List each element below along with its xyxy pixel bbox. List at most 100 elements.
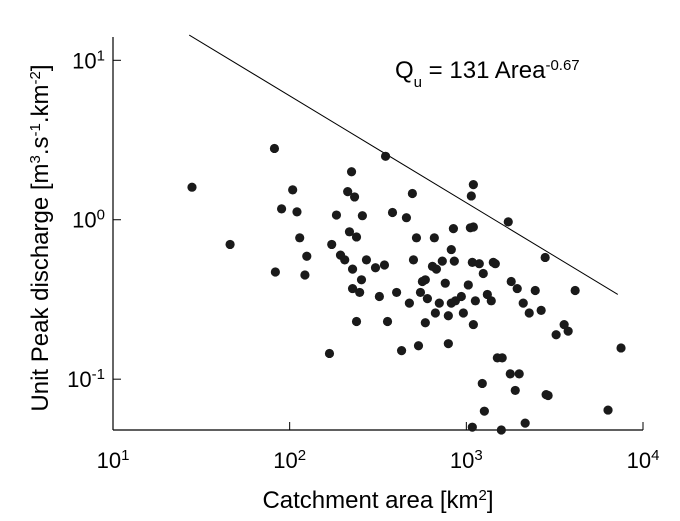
point <box>524 308 534 318</box>
point <box>477 378 487 389</box>
point <box>551 330 561 340</box>
point <box>514 369 524 379</box>
fit-line <box>188 34 619 295</box>
point <box>467 257 477 268</box>
tick-exponent: 3 <box>474 447 482 464</box>
point <box>422 294 432 304</box>
point <box>448 223 459 234</box>
tick-base: 10 <box>273 448 297 473</box>
point <box>616 343 626 353</box>
y-axis-label: Unit Peak discharge [m3.s-1.km-2] <box>27 64 55 411</box>
point <box>506 276 516 287</box>
point <box>530 285 540 296</box>
point <box>347 283 358 294</box>
point <box>392 287 402 298</box>
point <box>429 233 439 243</box>
point <box>603 405 613 415</box>
tick-exponent: 2 <box>298 447 306 464</box>
point <box>434 298 444 308</box>
text-part: Q <box>395 57 414 84</box>
tick-label: 102 <box>273 447 306 474</box>
point <box>187 182 197 192</box>
point <box>356 275 367 285</box>
equation-annotation: Qu = 131 Area-0.67 <box>395 57 580 91</box>
point <box>443 311 453 321</box>
point <box>324 348 335 359</box>
tick-label: 100 <box>72 206 105 233</box>
text-part: .km <box>27 84 54 123</box>
point <box>292 207 302 217</box>
point <box>351 316 362 327</box>
tick-base: 10 <box>627 448 651 473</box>
point <box>490 259 500 269</box>
point <box>437 256 447 266</box>
point <box>518 298 528 308</box>
point <box>468 319 478 330</box>
point <box>470 296 480 306</box>
point <box>370 263 381 273</box>
tick-label: 101 <box>97 447 130 474</box>
point <box>407 188 417 199</box>
point <box>404 298 414 308</box>
point <box>440 278 450 288</box>
point <box>340 255 350 265</box>
point <box>355 287 365 298</box>
point <box>387 207 398 218</box>
point <box>510 385 520 396</box>
point <box>361 255 372 265</box>
tick-label: 104 <box>627 447 660 474</box>
point <box>449 256 459 266</box>
tick-base: 10 <box>450 448 474 473</box>
point <box>503 217 513 227</box>
point <box>270 267 280 277</box>
point <box>300 270 310 280</box>
tick-label: 103 <box>450 447 483 474</box>
point <box>430 308 440 318</box>
point <box>269 143 280 154</box>
point <box>520 418 530 428</box>
point <box>431 264 442 274</box>
point <box>225 239 235 250</box>
point <box>446 244 456 255</box>
point <box>415 287 426 298</box>
point <box>343 187 353 197</box>
point <box>288 185 298 195</box>
point <box>420 318 430 328</box>
tick-exponent: 1 <box>121 447 129 464</box>
tick-base: 10 <box>72 208 96 233</box>
tick-base: 10 <box>67 367 91 392</box>
point <box>478 268 488 279</box>
tick-label: 10-1 <box>67 366 105 393</box>
text-part: -0.67 <box>545 57 579 74</box>
point <box>467 422 477 432</box>
x-axis-label: Catchment area [km2] <box>262 487 493 515</box>
point <box>496 425 506 435</box>
tick-base: 10 <box>72 48 96 73</box>
point <box>408 255 419 265</box>
point <box>479 406 489 416</box>
point <box>344 227 355 237</box>
point <box>347 264 358 274</box>
point <box>458 308 468 318</box>
tick-exponent: 1 <box>97 47 105 64</box>
text-part: ] <box>27 64 54 71</box>
point <box>331 210 342 220</box>
tick-exponent: -1 <box>92 366 105 383</box>
point <box>486 296 496 306</box>
point <box>380 151 391 161</box>
point <box>302 251 312 261</box>
text-part: 3 <box>27 155 44 163</box>
point <box>563 326 573 336</box>
point <box>512 283 522 294</box>
point <box>505 369 515 379</box>
point <box>543 390 553 401</box>
point <box>327 239 337 250</box>
text-part: Unit Peak discharge [m <box>27 163 54 411</box>
text-part: u <box>414 74 422 91</box>
point <box>536 305 546 316</box>
point <box>401 213 412 223</box>
point <box>540 252 550 263</box>
point <box>570 285 580 296</box>
point <box>420 275 430 285</box>
